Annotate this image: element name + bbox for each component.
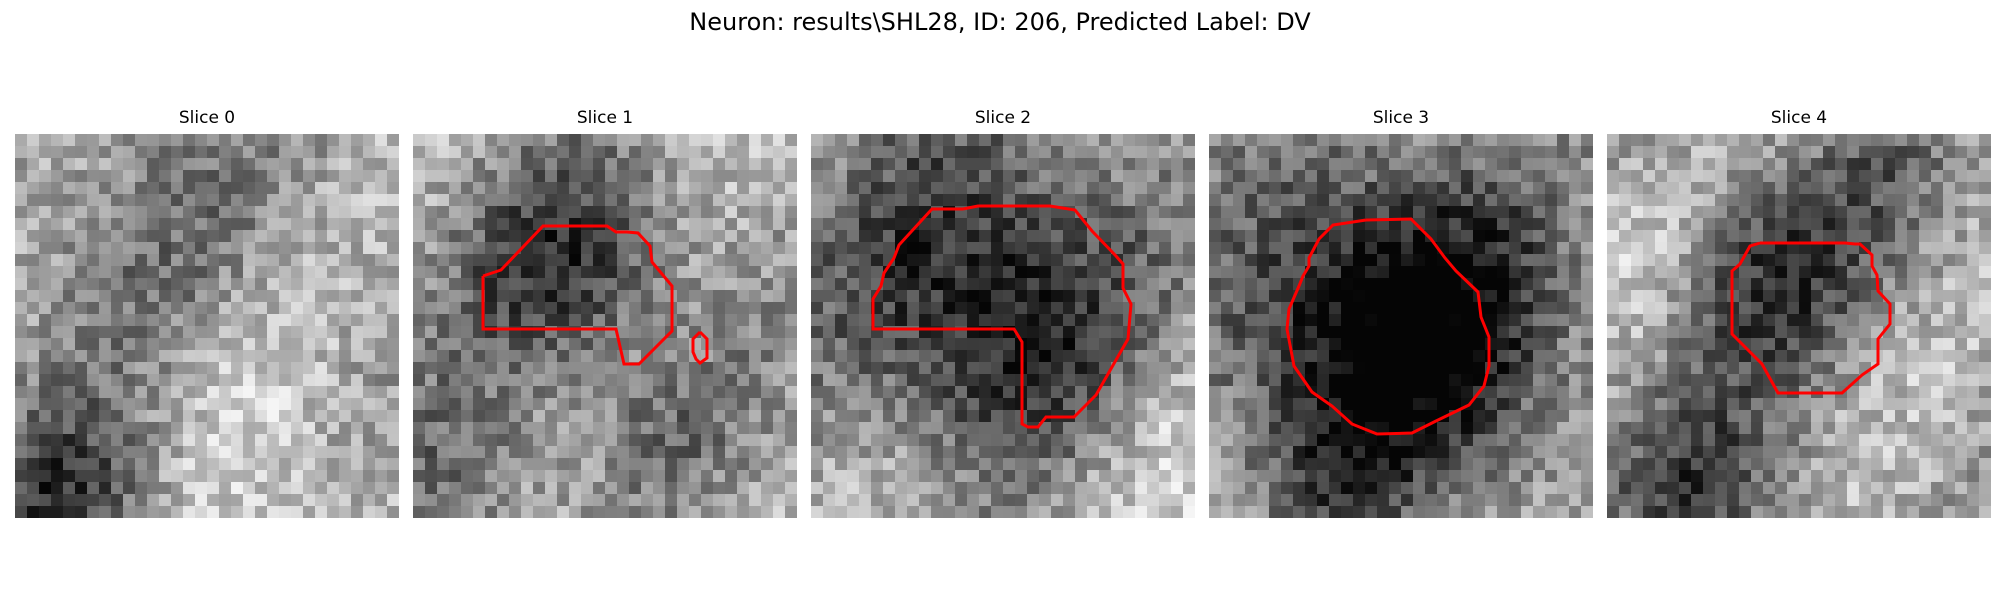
slice-title-2: Slice 2	[974, 108, 1032, 128]
slice-image-0	[15, 134, 399, 518]
grayscale-micrograph-1	[413, 134, 797, 518]
slice-panel-3: Slice 3	[1209, 108, 1593, 518]
slice-panel-1: Slice 1	[413, 108, 797, 518]
slice-title-1: Slice 1	[576, 108, 634, 128]
slice-panel-4: Slice 4	[1607, 108, 1991, 518]
neuron-contour-3	[1285, 217, 1491, 436]
slice-panel-0: Slice 0	[15, 108, 399, 518]
contour-path-main	[1730, 241, 1892, 395]
figure-title: Neuron: results\SHL28, ID: 206, Predicte…	[689, 8, 1311, 36]
slice-image-1	[413, 134, 797, 518]
grayscale-micrograph-4	[1607, 134, 1991, 518]
slice-panel-2: Slice 2	[811, 108, 1195, 518]
slice-image-3	[1209, 134, 1593, 518]
neuron-contour-1	[481, 224, 709, 366]
slice-title-4: Slice 4	[1770, 108, 1828, 128]
neuron-contour-2	[871, 204, 1133, 429]
contour-path-small	[691, 330, 709, 365]
slice-title-3: Slice 3	[1372, 108, 1430, 128]
grayscale-micrograph-3	[1209, 134, 1593, 518]
slice-title-0: Slice 0	[178, 108, 236, 128]
contour-path-main	[871, 204, 1133, 429]
grayscale-micrograph-2	[811, 134, 1195, 518]
contour-path-main	[481, 224, 674, 366]
neuron-contour-4	[1730, 241, 1892, 395]
grayscale-micrograph-0	[15, 134, 399, 518]
slice-image-2	[811, 134, 1195, 518]
contour-path-main	[1285, 217, 1491, 436]
slice-image-4	[1607, 134, 1991, 518]
